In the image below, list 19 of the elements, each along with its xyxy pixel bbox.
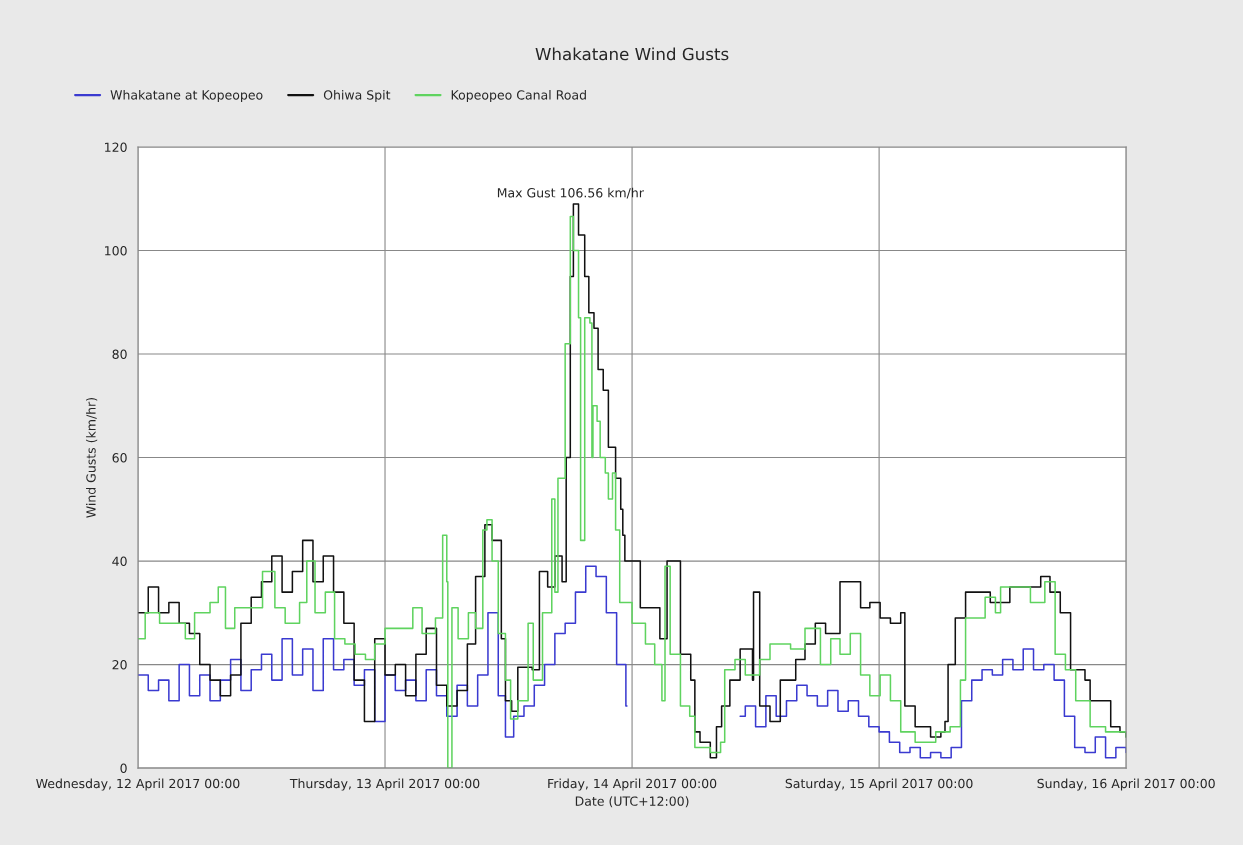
y-axis-title: Wind Gusts (km/hr) <box>86 397 98 518</box>
y-tick-label: 20 <box>112 660 127 670</box>
x-tick-label: Sunday, 16 April 2017 00:00 <box>1037 778 1215 791</box>
y-tick-label: 40 <box>112 556 127 567</box>
annotation: Max Gust 106.56 km/hr <box>497 187 644 199</box>
legend-label: Whakatane at Kopeopeo <box>110 89 263 103</box>
y-tick-label: 60 <box>112 453 127 463</box>
x-tick-label: Thursday, 13 April 2017 00:00 <box>289 778 480 791</box>
x-tick-label: Saturday, 15 April 2017 00:00 <box>785 778 973 791</box>
legend-label: Ohiwa Spit <box>323 89 391 103</box>
x-axis-title: Date (UTC+12:00) <box>575 796 689 808</box>
y-tick-label: 0 <box>120 763 127 774</box>
chart-title: Whakatane Wind Gusts <box>535 47 729 61</box>
y-tick-label: 100 <box>105 246 127 256</box>
y-tick-label: 80 <box>112 349 127 359</box>
x-tick-label: Wednesday, 12 April 2017 00:00 <box>36 778 240 791</box>
legend-label: Kopeopeo Canal Road <box>451 89 586 103</box>
x-tick-label: Friday, 14 April 2017 00:00 <box>548 778 717 791</box>
y-tick-label: 120 <box>105 142 127 152</box>
